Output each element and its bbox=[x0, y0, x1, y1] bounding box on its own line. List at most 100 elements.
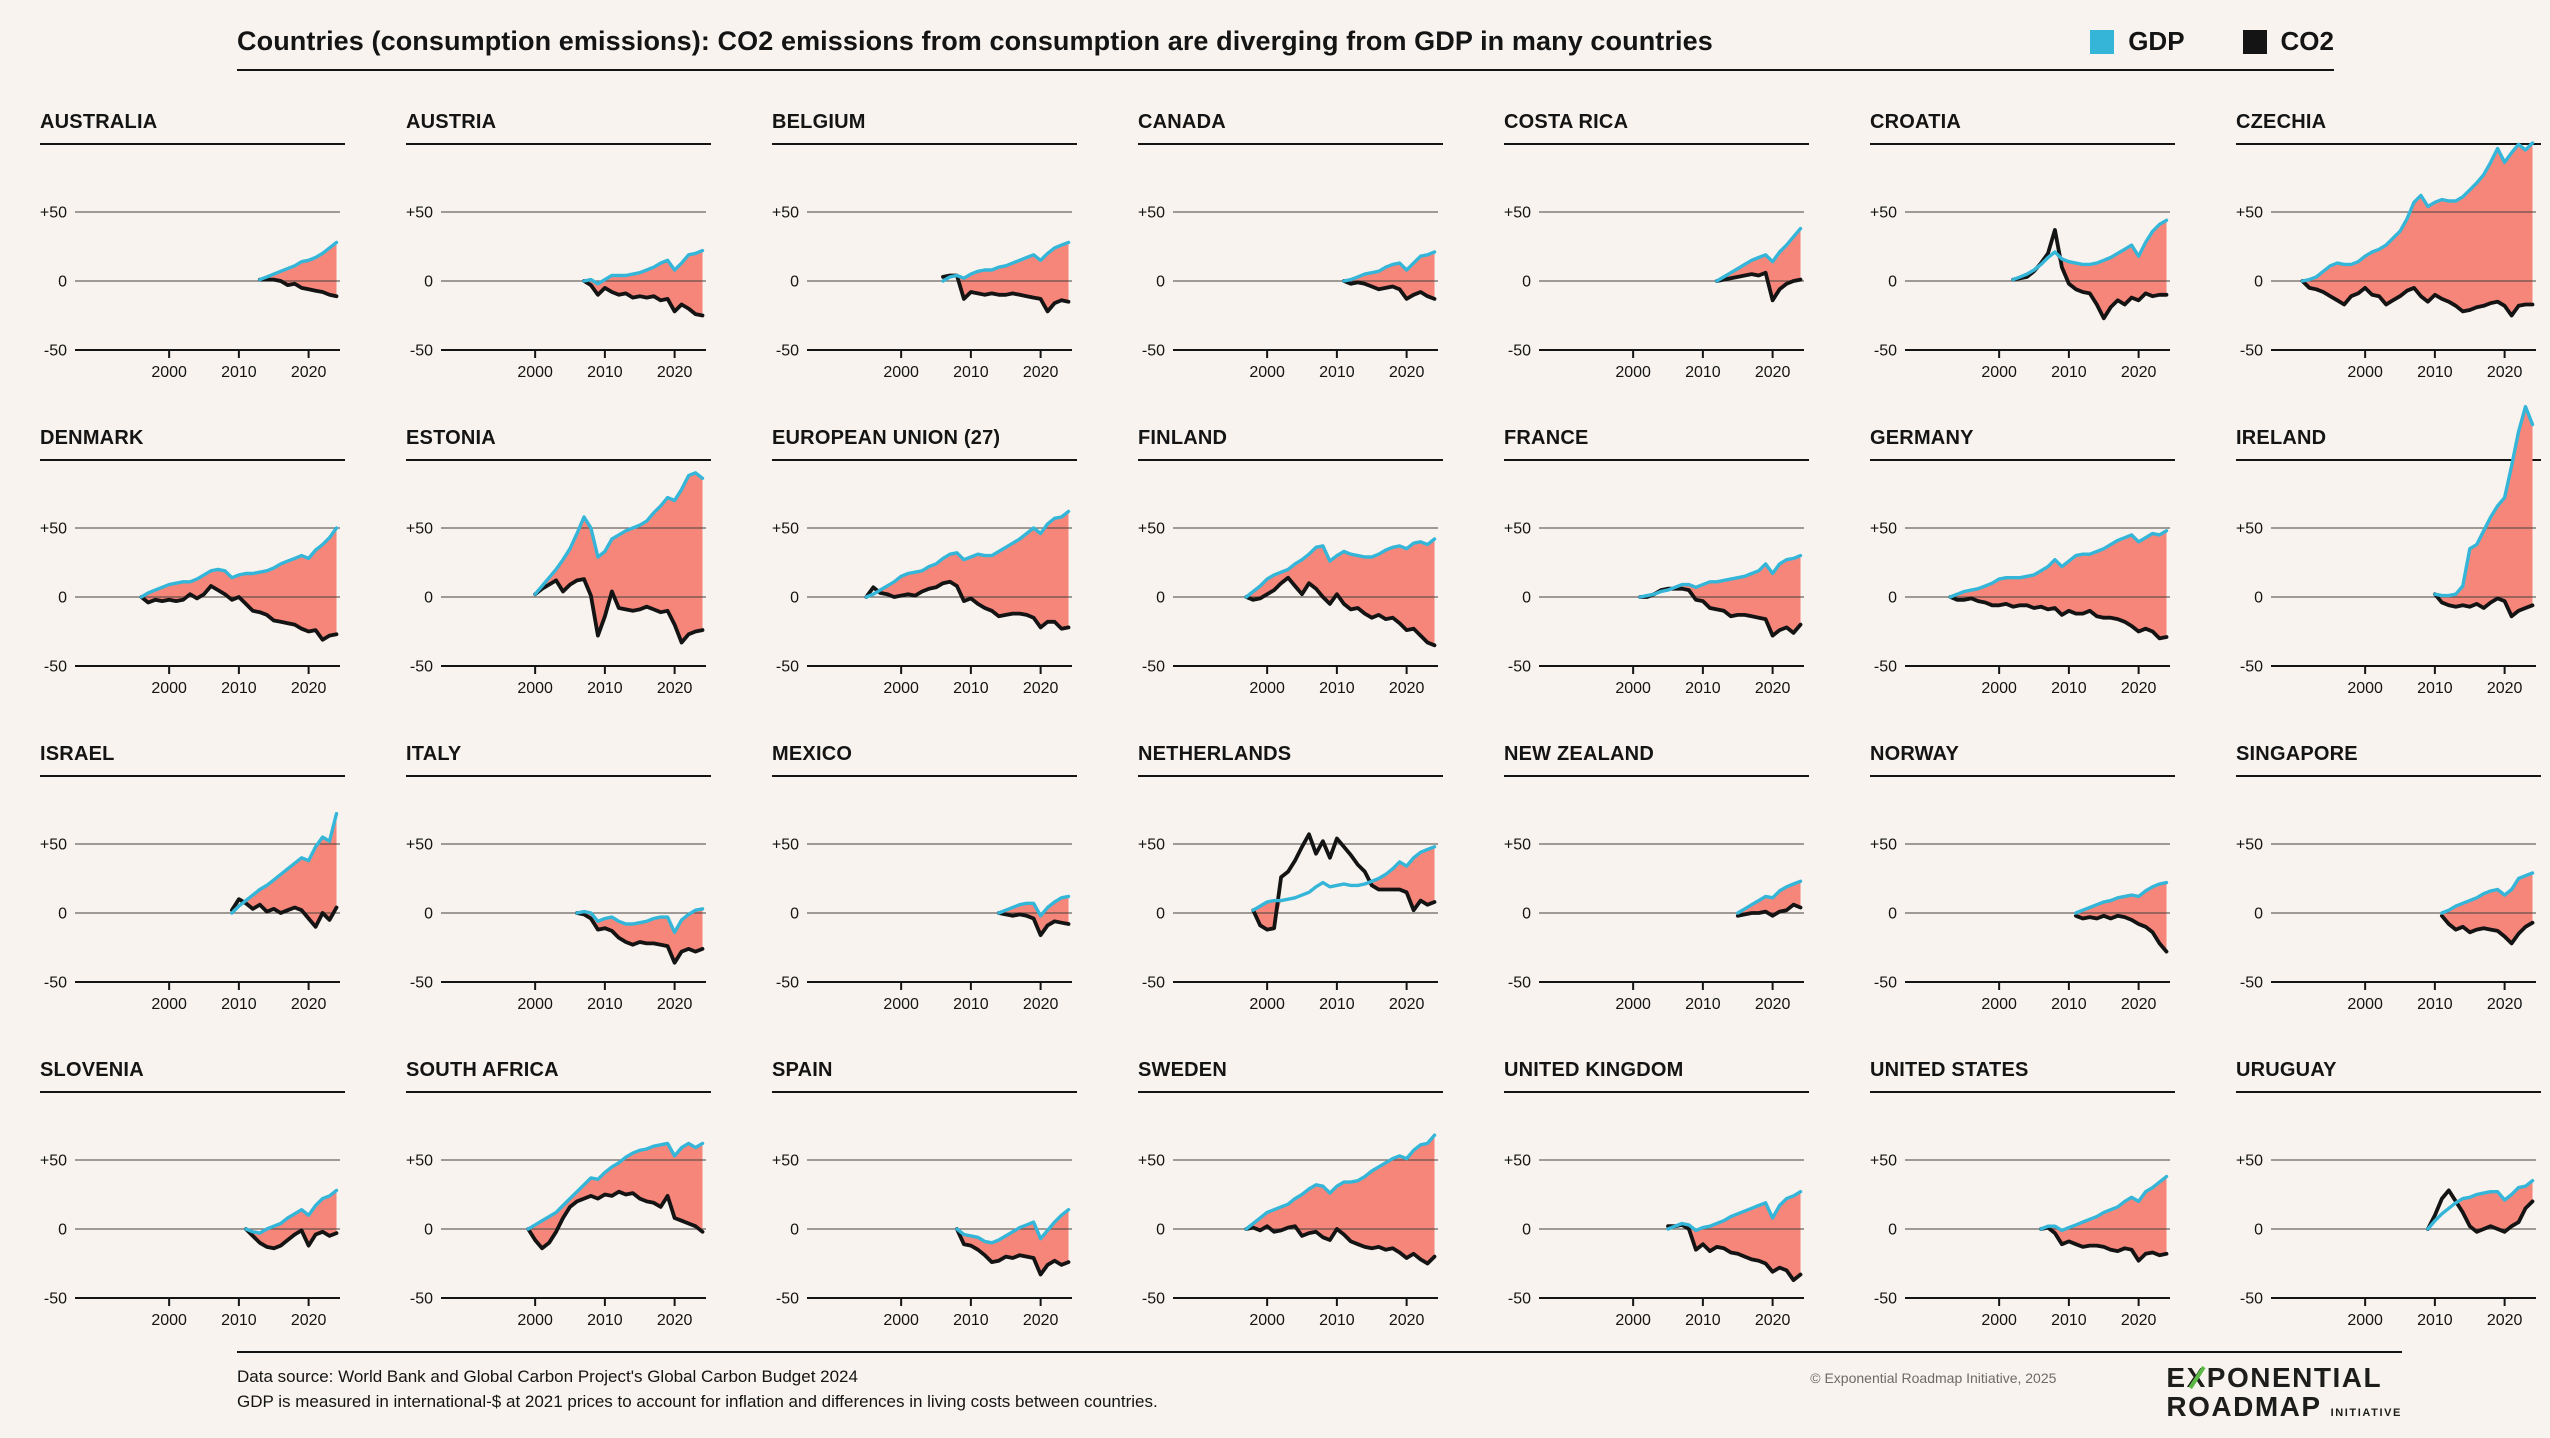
country-chart: 2000 2010 2020 +50 0 -50 bbox=[1138, 1133, 1438, 1329]
y-tick-label: +50 bbox=[1870, 1153, 1897, 1170]
gap-fill bbox=[2041, 1176, 2167, 1261]
country-chart: 2000 2010 2020 +50 0 -50 bbox=[2236, 837, 2536, 1013]
x-tick-label: 2020 bbox=[1023, 364, 1059, 381]
y-tick-label: +50 bbox=[406, 521, 433, 538]
gap-fill bbox=[141, 528, 337, 640]
x-tick-label: 2020 bbox=[1023, 996, 1059, 1013]
gdp-line bbox=[997, 894, 1071, 918]
x-tick-label: 2000 bbox=[1981, 996, 2017, 1013]
country-panel: CROATIA 2000 2010 2020 +50 0 -50 bbox=[1870, 111, 2175, 385]
y-tick-label: 0 bbox=[2254, 906, 2263, 923]
y-tick-label: -50 bbox=[1508, 975, 1531, 992]
x-tick-label: 2000 bbox=[883, 996, 919, 1013]
y-tick-label: +50 bbox=[1504, 837, 1531, 854]
co2-line bbox=[139, 584, 339, 642]
country-panel: FINLAND 2000 2010 2020 +50 0 -50 bbox=[1138, 427, 1443, 701]
x-tick-label: 2020 bbox=[291, 364, 327, 381]
x-tick-label: 2000 bbox=[2347, 996, 2383, 1013]
x-tick-label: 2010 bbox=[2417, 1312, 2453, 1329]
gdp-line bbox=[1666, 1189, 1803, 1233]
gap-fill bbox=[1668, 1191, 1801, 1281]
country-chart: 2000 2010 2020 +50 0 -50 bbox=[1504, 205, 1804, 381]
co2-line bbox=[1341, 279, 1437, 301]
country-chart: 2000 2010 2020 +50 0 -50 bbox=[772, 837, 1072, 1013]
country-panel: IRELAND 2000 2010 2020 +50 0 -50 bbox=[2236, 404, 2541, 701]
country-title: SWEDEN bbox=[1138, 1059, 1443, 1093]
y-tick-label: 0 bbox=[1888, 274, 1897, 291]
y-tick-label: -50 bbox=[44, 1291, 67, 1308]
country-title: CANADA bbox=[1138, 111, 1443, 145]
x-tick-label: 2000 bbox=[1615, 680, 1651, 697]
x-tick-label: 2010 bbox=[2051, 680, 2087, 697]
country-chart: 2000 2010 2020 +50 0 -50 bbox=[1504, 837, 1804, 1013]
y-tick-label: +50 bbox=[1504, 205, 1531, 222]
y-tick-label: 0 bbox=[790, 1222, 799, 1239]
co2-line bbox=[229, 897, 339, 929]
country-chart: 2000 2010 2020 +50 0 -50 bbox=[406, 205, 706, 381]
country-chart: 2000 2010 2020 +50 0 -50 bbox=[406, 837, 706, 1013]
y-tick-label: +50 bbox=[1138, 521, 1165, 538]
x-tick-label: 2000 bbox=[2347, 680, 2383, 697]
gap-fill bbox=[2075, 882, 2167, 952]
y-tick-label: +50 bbox=[772, 205, 799, 222]
country-panel: FRANCE 2000 2010 2020 +50 0 -50 bbox=[1504, 427, 1809, 701]
co2-line bbox=[2300, 279, 2535, 318]
country-title: URUGUAY bbox=[2236, 1059, 2541, 1093]
gdp-line bbox=[1342, 250, 1437, 283]
country-panel: NORWAY 2000 2010 2020 +50 0 -50 bbox=[1870, 743, 2175, 1017]
country-title: ESTONIA bbox=[406, 427, 711, 461]
gdp-line bbox=[2039, 1174, 2169, 1233]
country-panel: SLOVENIA 2000 2010 2020 +50 0 -50 bbox=[40, 1059, 345, 1333]
country-chart: 2000 2010 2020 +50 0 -50 bbox=[1504, 1153, 1804, 1329]
x-tick-label: 2020 bbox=[2121, 680, 2157, 697]
x-tick-label: 2020 bbox=[1023, 1312, 1059, 1329]
y-tick-label: -50 bbox=[1142, 659, 1165, 676]
country-chart: 2000 2010 2020 +50 0 -50 bbox=[40, 1153, 340, 1329]
gdp-line bbox=[2433, 404, 2535, 598]
country-chart: 2000 2010 2020 +50 0 -50 bbox=[772, 205, 1072, 381]
source-note: Data source: World Bank and Global Carbo… bbox=[237, 1365, 1158, 1414]
gap-fill bbox=[535, 472, 703, 643]
country-chart: 2000 2010 2020 +50 0 -50 bbox=[40, 521, 340, 697]
x-tick-label: 2010 bbox=[2417, 364, 2453, 381]
country-chart: 2000 2010 2020 +50 0 -50 bbox=[772, 509, 1072, 697]
country-chart: 2000 2010 2020 +50 0 -50 bbox=[1870, 1153, 2170, 1329]
country-panel: NETHERLANDS 2000 2010 2020 +50 0 -50 bbox=[1138, 743, 1443, 1017]
x-tick-label: 2020 bbox=[657, 364, 693, 381]
x-tick-label: 2000 bbox=[517, 680, 553, 697]
y-tick-label: +50 bbox=[772, 837, 799, 854]
country-panel: CANADA 2000 2010 2020 +50 0 -50 bbox=[1138, 111, 1443, 385]
x-tick-label: 2020 bbox=[291, 996, 327, 1013]
y-tick-label: -50 bbox=[1142, 343, 1165, 360]
x-tick-label: 2010 bbox=[1685, 680, 1721, 697]
co2-line bbox=[2432, 592, 2535, 619]
x-tick-label: 2020 bbox=[291, 680, 327, 697]
charts-grid: AUSTRALIA 2000 2010 2020 +50 0 -50 AUSTRIA 2000 2… bbox=[40, 111, 2550, 1333]
x-tick-label: 2020 bbox=[1389, 680, 1425, 697]
x-tick-label: 2020 bbox=[2121, 1312, 2157, 1329]
x-tick-label: 2010 bbox=[2051, 364, 2087, 381]
x-tick-label: 2010 bbox=[587, 680, 623, 697]
country-title: GERMANY bbox=[1870, 427, 2175, 461]
y-tick-label: -50 bbox=[410, 1291, 433, 1308]
gap-fill bbox=[956, 1209, 1069, 1275]
co2-line bbox=[1244, 1224, 1437, 1266]
x-tick-label: 2010 bbox=[1685, 364, 1721, 381]
x-tick-label: 2000 bbox=[517, 996, 553, 1013]
x-tick-label: 2020 bbox=[2487, 996, 2523, 1013]
x-tick-label: 2000 bbox=[151, 680, 187, 697]
co2-line bbox=[1714, 270, 1803, 303]
gdp-line bbox=[1244, 537, 1437, 599]
y-tick-label: +50 bbox=[406, 1153, 433, 1170]
x-tick-label: 2000 bbox=[1981, 1312, 2017, 1329]
gdp-line bbox=[1715, 226, 1803, 283]
x-tick-label: 2010 bbox=[2417, 996, 2453, 1013]
country-chart: 2000 2010 2020 +50 0 -50 bbox=[1138, 832, 1438, 1013]
x-tick-label: 2000 bbox=[2347, 1312, 2383, 1329]
country-title: FRANCE bbox=[1504, 427, 1809, 461]
country-title: FINLAND bbox=[1138, 427, 1443, 461]
copyright-note: © Exponential Roadmap Initiative, 2025 bbox=[1810, 1370, 2057, 1386]
y-tick-label: +50 bbox=[1138, 837, 1165, 854]
y-tick-label: -50 bbox=[2240, 659, 2263, 676]
country-chart: 2000 2010 2020 +50 0 -50 bbox=[1504, 521, 1804, 697]
